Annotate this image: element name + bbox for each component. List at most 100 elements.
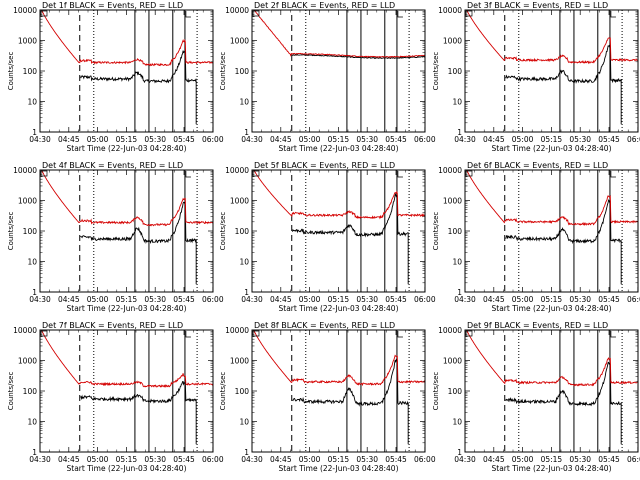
x-tick-label: 05:00 (512, 135, 534, 144)
x-tick-label: 04:45 (270, 295, 292, 304)
x-tick-label: 05:30 (569, 135, 591, 144)
lld-series-line (253, 170, 425, 220)
x-tick-label: 05:45 (385, 455, 407, 464)
y-tick-label: 1000 (443, 357, 462, 366)
x-tick-label: 05:30 (569, 295, 591, 304)
x-tick-label: 04:45 (483, 295, 505, 304)
x-tick-label: 05:00 (512, 455, 534, 464)
lld-series-line (41, 10, 213, 67)
x-tick-label: 05:00 (87, 295, 109, 304)
y-tick-label: 10000 (225, 6, 249, 15)
y-tick-label: 10 (239, 98, 249, 107)
y-axis-label: Counts/sec (432, 372, 440, 411)
panel-title: Det 4f BLACK = Events, RED = LLD (42, 161, 183, 170)
corner-marker (610, 171, 616, 178)
y-tick-label: 1 (457, 128, 462, 137)
x-axis-label: Start Time (22-Jun-03 04:28:40) (492, 304, 612, 313)
x-tick-label: 06:00 (414, 135, 436, 144)
x-tick-label: 05:30 (144, 295, 166, 304)
y-tick-label: 1 (244, 448, 249, 457)
x-tick-label: 04:30 (241, 295, 263, 304)
y-tick-label: 1 (457, 288, 462, 297)
panel-title: Det 7f BLACK = Events, RED = LLD (42, 321, 183, 330)
corner-marker (40, 10, 48, 17)
x-tick-label: 05:00 (299, 455, 321, 464)
y-tick-label: 1 (457, 448, 462, 457)
panel-title: Det 5f BLACK = Events, RED = LLD (254, 161, 395, 170)
events-series-line (291, 53, 425, 60)
plot-frame (39, 9, 214, 133)
y-tick-label: 10 (239, 258, 249, 267)
y-tick-label: 1000 (18, 37, 37, 46)
y-tick-label: 100 (235, 67, 250, 76)
x-tick-label: 04:45 (483, 455, 505, 464)
corner-marker (185, 171, 191, 178)
corner-marker (465, 330, 473, 337)
y-axis-label: Counts/sec (219, 372, 227, 411)
y-axis-label: Counts/sec (7, 372, 15, 411)
x-tick-label: 05:15 (116, 135, 138, 144)
x-tick-label: 05:15 (541, 455, 563, 464)
x-tick-label: 05:30 (144, 135, 166, 144)
plot-frame (39, 329, 214, 453)
events-series-line (292, 358, 409, 407)
x-tick-label: 05:00 (299, 295, 321, 304)
panel-title: Det 3f BLACK = Events, RED = LLD (467, 1, 608, 10)
corner-marker (40, 170, 48, 177)
y-tick-label: 10 (27, 258, 37, 267)
x-tick-label: 05:45 (173, 455, 195, 464)
y-tick-label: 10 (452, 418, 462, 427)
panel-title: Det 6f BLACK = Events, RED = LLD (467, 161, 608, 170)
x-tick-label: 04:45 (58, 295, 80, 304)
y-tick-label: 100 (448, 227, 463, 236)
x-tick-label: 05:45 (598, 455, 620, 464)
lld-series-line (466, 10, 638, 65)
y-tick-label: 10000 (13, 326, 37, 335)
x-tick-label: 04:30 (454, 455, 476, 464)
panel-det6: Det 6f BLACK = Events, RED = LLD 1 10 100 10… (432, 161, 640, 313)
panel-det8: Det 8f BLACK = Events, RED = LLD 1 10 100 10… (219, 321, 436, 473)
panel-det1: Det 1f BLACK = Events, RED = LLD 1 10 100 10… (7, 1, 224, 153)
x-tick-label: 05:15 (541, 295, 563, 304)
events-series-line (505, 44, 622, 84)
x-tick-label: 06:00 (202, 135, 224, 144)
y-tick-label: 100 (23, 67, 38, 76)
panel-title: Det 1f BLACK = Events, RED = LLD (42, 1, 183, 10)
x-tick-label: 05:15 (541, 135, 563, 144)
corner-marker (397, 331, 403, 338)
y-axis-label: Counts/sec (7, 52, 15, 91)
lld-series-line (41, 330, 213, 389)
events-series-line (80, 380, 197, 404)
panel-title: Det 8f BLACK = Events, RED = LLD (254, 321, 395, 330)
corner-marker (185, 11, 191, 18)
corner-marker (610, 11, 616, 18)
plot-frame (464, 9, 639, 133)
y-tick-label: 1000 (230, 197, 249, 206)
x-tick-label: 05:15 (328, 135, 350, 144)
panel-det2: Det 2f BLACK = Events, RED = LLD 1 10 100 10… (219, 1, 436, 153)
events-series-line (505, 199, 622, 245)
events-series-line (80, 50, 197, 84)
x-axis-label: Start Time (22-Jun-03 04:28:40) (67, 304, 187, 313)
y-tick-label: 1000 (230, 37, 249, 46)
y-tick-label: 1000 (230, 357, 249, 366)
x-tick-label: 06:00 (627, 135, 640, 144)
y-tick-label: 10 (27, 418, 37, 427)
plot-frame (464, 169, 639, 293)
panel-title: Det 9f BLACK = Events, RED = LLD (467, 321, 608, 330)
y-tick-label: 100 (448, 387, 463, 396)
events-series-line (291, 192, 409, 238)
lld-series-line (466, 170, 638, 226)
x-tick-label: 05:15 (116, 455, 138, 464)
y-tick-label: 10000 (225, 166, 249, 175)
y-tick-label: 10 (239, 418, 249, 427)
y-tick-label: 100 (235, 387, 250, 396)
corner-marker (252, 170, 260, 177)
y-tick-label: 1000 (18, 197, 37, 206)
x-tick-label: 05:45 (173, 135, 195, 144)
y-tick-label: 1000 (18, 357, 37, 366)
y-tick-label: 10000 (438, 6, 462, 15)
x-tick-label: 05:30 (356, 295, 378, 304)
corner-marker (252, 330, 260, 337)
corner-marker (610, 331, 616, 338)
